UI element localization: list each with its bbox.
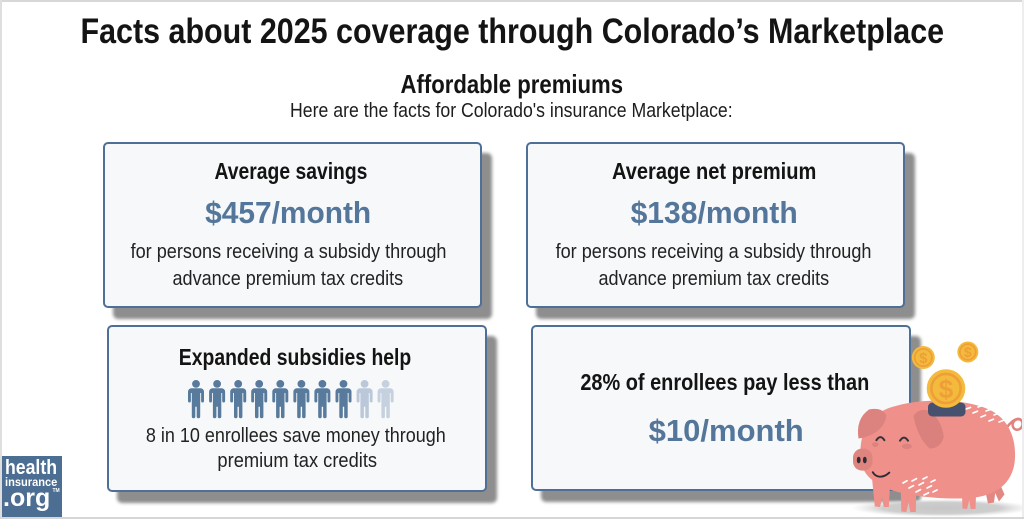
svg-text:$: $ xyxy=(939,374,954,404)
svg-text:$: $ xyxy=(919,350,928,367)
svg-text:$: $ xyxy=(964,344,972,360)
